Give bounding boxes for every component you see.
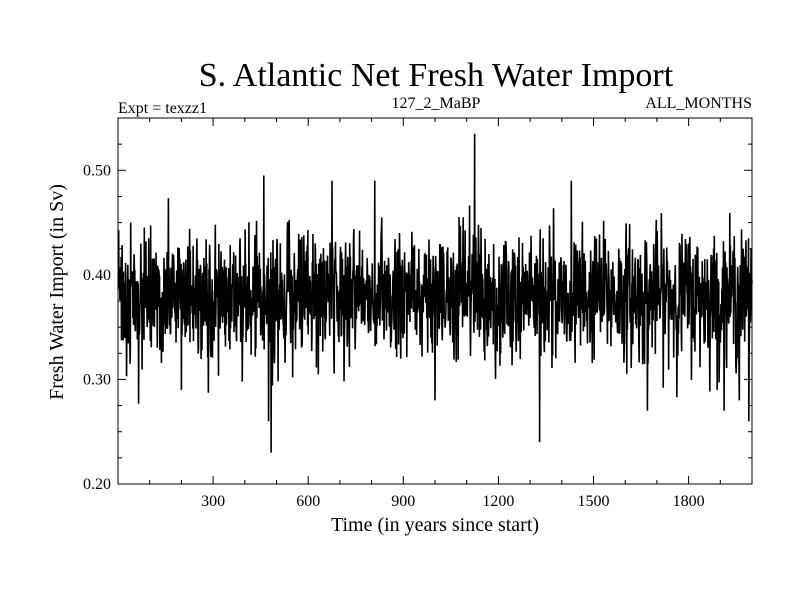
subtitle-center: 127_2_MaBP xyxy=(392,95,481,112)
series-line xyxy=(117,133,753,453)
x-tick-label: 600 xyxy=(296,493,320,510)
x-axis: 300 600 900 1200 1500 1800 xyxy=(149,118,721,510)
subtitle-right: ALL_MONTHS xyxy=(645,95,752,112)
y-tick-label: 0.50 xyxy=(83,162,111,179)
y-axis: 0.20 0.30 0.40 0.50 xyxy=(83,143,752,493)
x-axis-label: Time (in years since start) xyxy=(331,514,539,536)
x-tick-label: 300 xyxy=(201,493,225,510)
chart-title: S. Atlantic Net Fresh Water Import xyxy=(199,57,674,94)
subtitle-left: Expt = texzz1 xyxy=(118,100,207,117)
x-tick-label: 1200 xyxy=(482,493,514,510)
x-tick-label: 1500 xyxy=(578,493,610,510)
y-tick-label: 0.20 xyxy=(83,476,111,493)
y-tick-label: 0.30 xyxy=(83,371,111,388)
y-tick-label: 0.40 xyxy=(83,267,111,284)
x-tick-label: 1800 xyxy=(673,493,705,510)
x-tick-label: 900 xyxy=(391,493,415,510)
y-axis-label: Fresh Water Import (in Sv) xyxy=(46,184,68,400)
